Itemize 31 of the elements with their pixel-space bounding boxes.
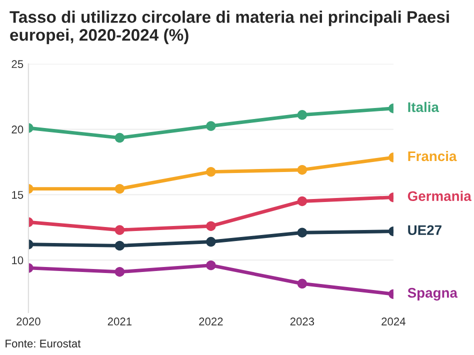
- x-tick-label: 2021: [108, 318, 132, 326]
- source-note: Fonte: Eurostat: [6, 340, 81, 348]
- point: [206, 166, 216, 177]
- point: [114, 266, 125, 277]
- point: [206, 260, 216, 270]
- point: [297, 228, 308, 238]
- point: [297, 164, 308, 175]
- point: [297, 196, 308, 206]
- series-label: Germania: [408, 190, 472, 202]
- series-label: Francia: [408, 150, 457, 162]
- y-tick-label: 15: [12, 191, 24, 199]
- point: [114, 240, 125, 251]
- series-label: Italia: [408, 102, 440, 112]
- point: [297, 110, 308, 120]
- y-tick-label: 25: [12, 60, 24, 68]
- point: [114, 225, 125, 235]
- series-label: UE27: [408, 225, 442, 236]
- y-tick-label: 20: [12, 126, 24, 134]
- x-tick-label: 2022: [199, 318, 223, 326]
- y-tick-label: 10: [12, 256, 24, 264]
- x-tick-label: 2023: [290, 318, 314, 326]
- point: [114, 184, 125, 194]
- point: [297, 278, 308, 288]
- point: [206, 221, 216, 231]
- point: [206, 236, 216, 247]
- x-tick-label: 2020: [16, 318, 40, 326]
- point: [206, 121, 216, 131]
- x-tick-label: 2024: [382, 318, 406, 326]
- point: [114, 132, 125, 143]
- series-label: Spagna: [408, 288, 458, 301]
- chart-title: Tasso di utilizzo circolare di materia nei principali Paesi europei, 2020-2024 (%): [10, 10, 449, 44]
